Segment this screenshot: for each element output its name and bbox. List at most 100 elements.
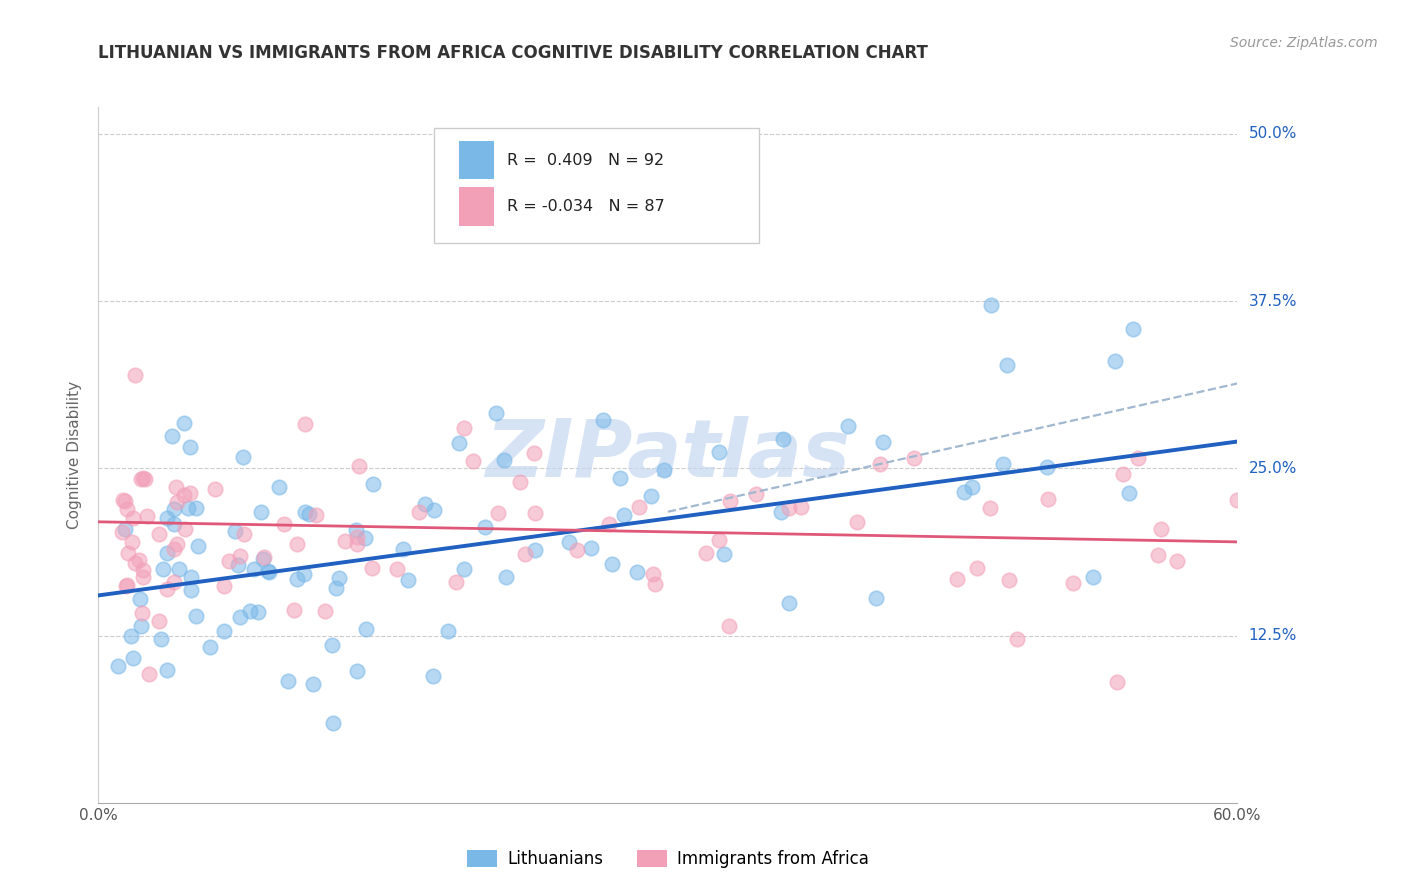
Point: [474, 520, 496, 534]
Point: [447, 436, 470, 450]
FancyBboxPatch shape: [460, 141, 494, 179]
Point: [718, 619, 741, 633]
Point: [953, 484, 976, 499]
Point: [129, 472, 152, 486]
Point: [187, 539, 209, 553]
Point: [413, 497, 436, 511]
Point: [558, 535, 581, 549]
Point: [869, 457, 891, 471]
Point: [652, 463, 675, 477]
Point: [134, 472, 156, 486]
Point: [162, 429, 184, 443]
Point: [778, 501, 800, 516]
Point: [298, 507, 321, 521]
Point: [979, 501, 1001, 516]
Point: [184, 608, 207, 623]
Point: [204, 482, 226, 496]
Point: [837, 419, 859, 434]
Point: [991, 457, 1014, 471]
Point: [253, 550, 276, 565]
Point: [966, 561, 988, 575]
Point: [177, 500, 200, 515]
Text: 12.5%: 12.5%: [1249, 628, 1296, 643]
Point: [322, 715, 344, 730]
Point: [233, 526, 256, 541]
Point: [713, 547, 735, 561]
Point: [1036, 459, 1059, 474]
Point: [744, 487, 766, 501]
Point: [509, 475, 531, 489]
Point: [609, 471, 631, 485]
Point: [346, 530, 368, 544]
Point: [613, 508, 636, 522]
Point: [626, 566, 648, 580]
Point: [163, 502, 186, 516]
Point: [173, 416, 195, 430]
Point: [305, 508, 328, 522]
Point: [184, 501, 207, 516]
Point: [592, 413, 614, 427]
Point: [644, 576, 666, 591]
Point: [1122, 322, 1144, 336]
Text: 50.0%: 50.0%: [1249, 127, 1296, 141]
Point: [387, 562, 409, 576]
Point: [1118, 485, 1140, 500]
Point: [124, 556, 146, 570]
Point: [131, 570, 153, 584]
Point: [167, 562, 190, 576]
Point: [285, 572, 308, 586]
Point: [1126, 450, 1149, 465]
Point: [149, 632, 172, 647]
Point: [218, 554, 240, 568]
Point: [135, 509, 157, 524]
Point: [131, 619, 153, 633]
Point: [115, 502, 138, 516]
Point: [581, 541, 603, 555]
Point: [148, 527, 170, 541]
Point: [1105, 675, 1128, 690]
Point: [173, 488, 195, 502]
Point: [408, 504, 430, 518]
Point: [946, 572, 969, 586]
Point: [1063, 576, 1085, 591]
Point: [962, 480, 984, 494]
Point: [229, 610, 252, 624]
Point: [998, 574, 1021, 588]
Y-axis label: Cognitive Disability: Cognitive Disability: [67, 381, 83, 529]
Point: [232, 450, 254, 464]
Point: [865, 591, 887, 606]
Point: [344, 523, 367, 537]
Point: [259, 565, 281, 579]
Point: [122, 511, 145, 525]
Point: [156, 510, 179, 524]
Point: [166, 495, 188, 509]
Point: [641, 567, 664, 582]
FancyBboxPatch shape: [460, 187, 494, 226]
Point: [250, 505, 273, 519]
Point: [354, 622, 377, 636]
Point: [1005, 632, 1028, 646]
Point: [1104, 354, 1126, 368]
Point: [453, 420, 475, 434]
Point: [778, 596, 800, 610]
Point: [1083, 570, 1105, 584]
Point: [229, 549, 252, 563]
Point: [565, 542, 588, 557]
Legend: Lithuanians, Immigrants from Africa: Lithuanians, Immigrants from Africa: [461, 843, 875, 874]
Point: [486, 507, 509, 521]
Point: [321, 638, 343, 652]
Point: [444, 575, 467, 590]
Point: [598, 517, 620, 532]
Point: [128, 553, 150, 567]
Point: [120, 629, 142, 643]
Point: [246, 605, 269, 619]
Point: [790, 500, 813, 514]
Point: [257, 565, 280, 579]
Point: [314, 604, 336, 618]
Point: [845, 515, 868, 529]
Point: [129, 591, 152, 606]
Point: [114, 493, 136, 508]
Point: [138, 667, 160, 681]
Point: [117, 546, 139, 560]
Point: [107, 658, 129, 673]
